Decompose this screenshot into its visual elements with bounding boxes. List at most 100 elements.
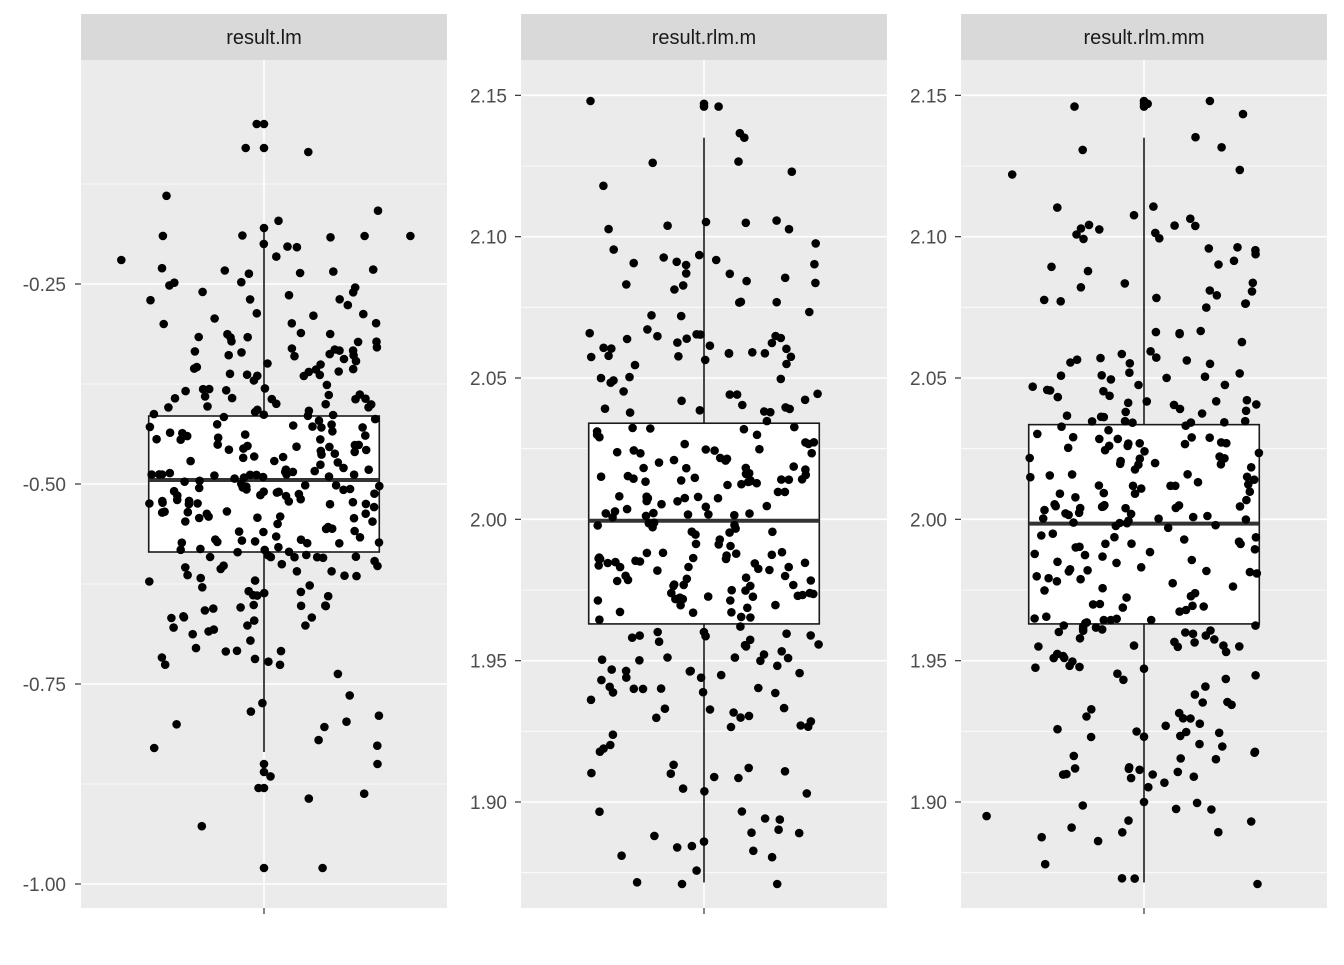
data-point [731,549,741,558]
data-point [1181,605,1191,615]
data-point [360,231,369,241]
data-point [1063,443,1073,453]
data-point [351,552,361,561]
data-point [1152,293,1161,303]
data-point [373,759,382,769]
data-point [260,545,270,555]
data-point [1037,531,1046,540]
data-point [200,392,210,401]
data-point [314,735,323,745]
data-point [183,507,193,517]
data-point [1095,434,1104,444]
data-point [752,478,761,488]
data-point [295,268,305,278]
data-point [1195,719,1205,728]
data-point [342,717,351,726]
data-point [795,668,804,678]
data-point [1206,626,1215,635]
data-point [600,404,610,414]
data-point [176,545,185,555]
data-point [1068,432,1078,442]
data-point [339,485,348,495]
data-point [625,372,634,382]
data-point [1205,96,1215,106]
data-point [210,314,219,323]
data-point [180,477,189,487]
data-point [149,743,159,753]
data-point [1128,481,1138,491]
data-point [677,879,687,889]
data-point [165,428,175,438]
data-point [1088,600,1098,609]
data-point [704,510,713,519]
data-point [312,552,322,562]
data-point [1076,574,1085,584]
data-point [272,252,281,261]
data-point [284,547,294,557]
data-point [1065,565,1075,574]
data-point [1170,637,1179,647]
data-point [690,473,700,483]
data-point [1080,550,1090,560]
data-point [248,590,258,600]
data-point [672,843,682,852]
data-point [700,355,710,365]
data-point [249,616,259,625]
data-point [246,636,255,645]
data-point [259,410,269,420]
y-tick-label: 2.15 [910,86,947,107]
data-point [259,863,269,873]
data-point [682,463,691,473]
data-point [727,608,736,617]
data-point [307,613,317,622]
data-point [1191,221,1200,231]
data-point [263,359,272,368]
data-point [1181,628,1190,637]
data-point [1202,303,1211,312]
facet-strip-label: result.rlm.m [652,27,756,49]
data-point [296,328,306,338]
data-point [1122,593,1131,602]
data-point [622,673,631,682]
data-point [1196,326,1205,336]
data-point [1195,739,1204,749]
data-point [292,567,302,576]
data-point [1120,279,1130,288]
data-point [322,380,332,390]
data-point [806,576,816,585]
facet-strip [81,14,447,60]
data-point [198,384,208,394]
data-point [145,499,154,508]
data-point [173,491,182,500]
data-point [237,536,247,545]
data-point [653,627,662,637]
data-point [796,721,805,730]
data-point [1246,817,1256,826]
data-point [709,772,719,782]
data-point [805,307,814,317]
data-point [811,239,820,248]
data-point [1105,391,1114,401]
data-point [680,493,690,503]
data-point [656,684,666,693]
data-point [760,349,770,358]
data-point [599,181,608,191]
data-point [1069,751,1079,761]
data-point [264,657,273,666]
data-point [636,449,645,458]
data-point [1082,712,1091,721]
data-point [593,596,603,605]
data-point [1086,732,1096,742]
data-point [335,539,344,548]
data-point [806,631,815,640]
data-point [1130,489,1140,499]
data-point [239,444,248,453]
data-point [749,846,758,856]
data-point [1078,626,1088,635]
data-point [734,157,743,166]
data-point [783,653,793,663]
data-point [1136,484,1146,493]
data-point [1053,649,1062,659]
data-point [1056,297,1065,306]
data-point [361,431,370,440]
